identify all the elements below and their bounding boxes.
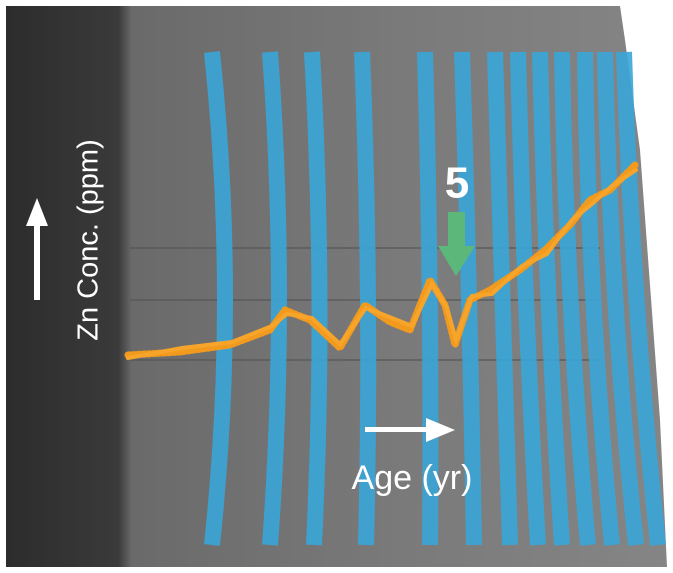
marker-label: 5 xyxy=(445,159,469,208)
x-label: Age (yr) xyxy=(352,459,473,497)
image: Zn Conc. (ppm) Age (yr) 5 xyxy=(0,0,673,573)
y-label: Zn Conc. (ppm) xyxy=(73,139,105,340)
